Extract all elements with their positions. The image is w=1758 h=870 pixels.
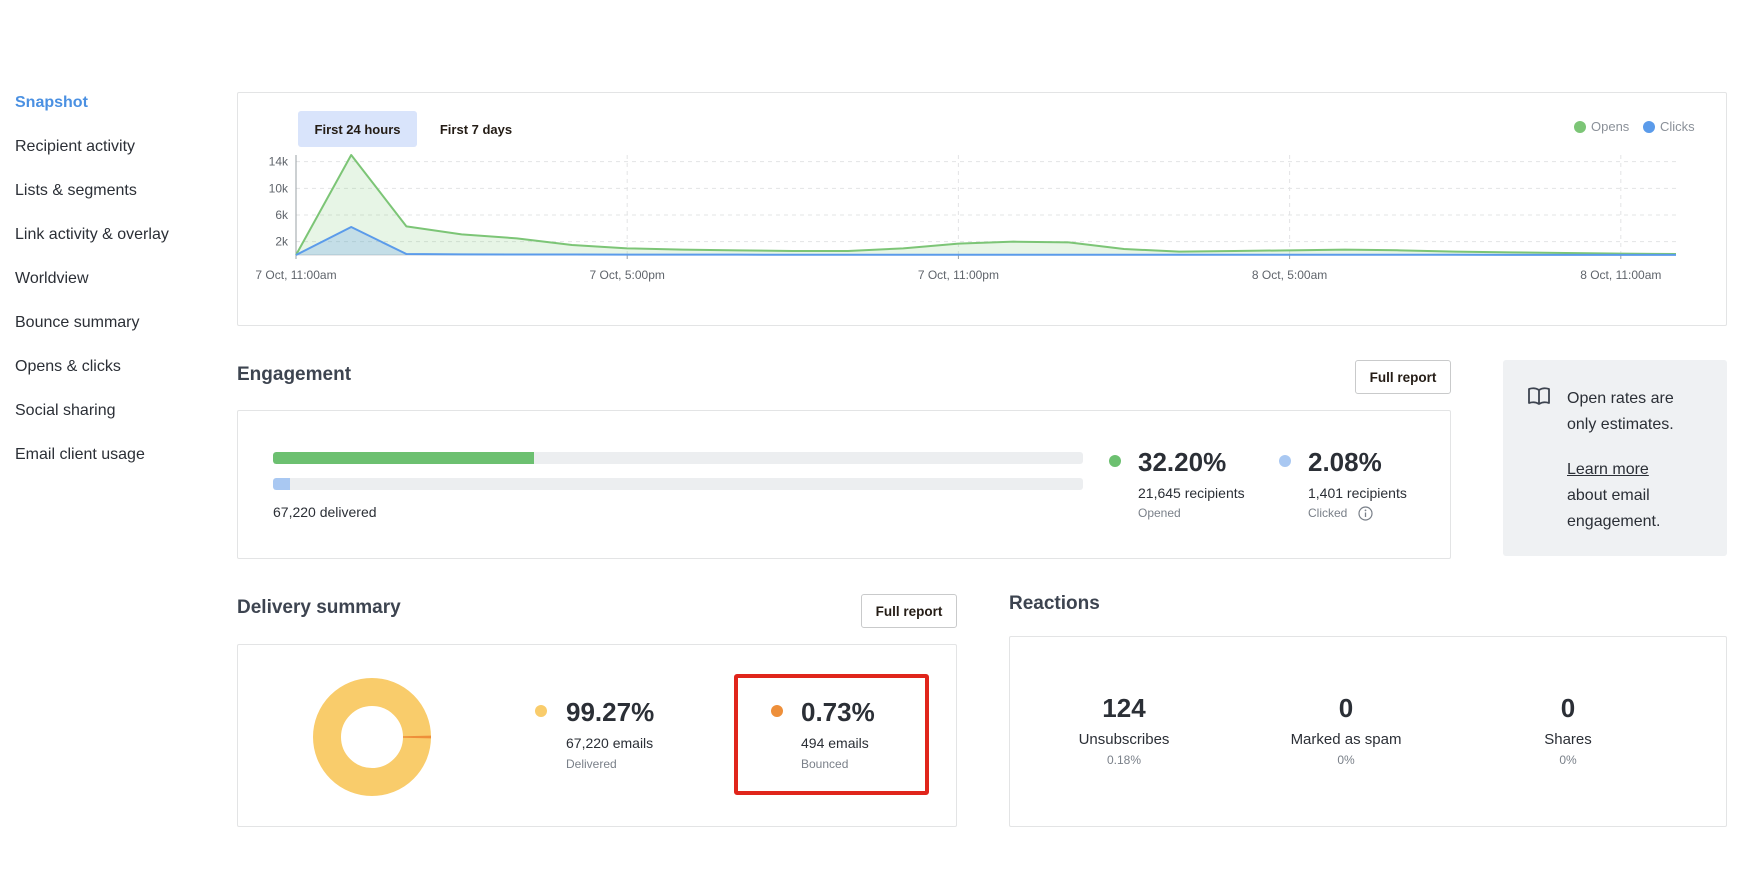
info-line-4: engagement. [1567,513,1661,530]
delivered-label: Delivered [566,757,617,771]
bounced-dot [771,705,783,717]
unsubscribes-percent: 0.18% [1106,753,1142,767]
opened-dot [1109,455,1121,467]
series-area-opens [296,155,1676,255]
bounced-percent[interactable]: 0.73% [801,697,875,727]
delivered-count-label: 67,220 delivered [273,504,377,520]
delivery-panel: 99.27% 67,220 emails Delivered 0.73% 494… [237,644,957,827]
y-tick-label: 14k [269,155,289,169]
info-line-2: only estimates. [1567,416,1674,433]
sidebar-item-bounce-summary[interactable]: Bounce summary [15,314,140,331]
shares-value: 0 [1560,693,1576,723]
delivered-dot [535,705,547,717]
sidebar-item-worldview[interactable]: Worldview [15,270,89,287]
info-circle-icon[interactable] [1358,506,1373,521]
chart-legend-clicks[interactable]: Clicks [1643,119,1695,134]
clicked-percent: 2.08% [1308,447,1382,477]
x-tick-label: 8 Oct, 5:00am [1252,268,1327,282]
y-tick-label: 2k [275,235,289,249]
opened-bar-track [273,452,1083,464]
open-rates-info-box: Open rates are only estimates. Learn mor… [1503,360,1727,556]
bounced-label: Bounced [801,757,849,771]
shares-percent: 0% [1559,753,1577,767]
clicked-recipients: 1,401 recipients [1308,485,1407,501]
sidebar-item-link-activity[interactable]: Link activity & overlay [15,226,169,243]
engagement-title: Engagement [237,364,352,385]
sidebar-item-lists-segments[interactable]: Lists & segments [15,182,137,199]
sidebar-item-opens-clicks[interactable]: Opens & clicks [15,358,121,375]
clicks-legend-dot [1643,120,1655,133]
opened-percent: 32.20% [1138,447,1227,477]
book-icon [1527,386,1551,406]
delivery-full-report-button[interactable]: Full report [861,594,957,628]
shares-label: Shares [1544,731,1592,748]
info-line-3: about email [1567,487,1650,504]
opens-legend-label: Opens [1591,119,1630,134]
sidebar-item-snapshot[interactable]: Snapshot [15,94,88,111]
unsubscribes-value: 124 [1102,693,1146,723]
delivery-donut-chart [313,678,431,796]
clicked-bar-track [273,478,1083,490]
sidebar-item-email-client-usage[interactable]: Email client usage [15,446,145,463]
series-line-clicks [295,226,1676,256]
spam-percent: 0% [1337,753,1355,767]
engagement-full-report-button[interactable]: Full report [1355,360,1451,394]
unsubscribes-label: Unsubscribes [1078,731,1170,748]
y-tick-label: 10k [269,181,289,195]
reactions-panel: 124 Unsubscribes 0.18% 0 Marked as spam … [1009,636,1727,827]
series-line-opens [295,154,1677,256]
engagement-panel: 67,220 delivered 32.20% 21,645 recipient… [237,410,1451,559]
y-tick-label: 6k [275,208,289,222]
clicked-bar-fill [273,478,290,490]
clicked-dot [1279,455,1291,467]
bounced-highlight-box [734,674,929,795]
opens-legend-dot [1574,120,1586,133]
tab-first-24-hours[interactable]: First 24 hours [298,111,417,147]
opened-recipients: 21,645 recipients [1138,485,1245,501]
x-tick-label: 7 Oct, 11:00pm [918,268,999,282]
x-tick-label: 7 Oct, 5:00pm [590,268,665,282]
spam-value: 0 [1338,693,1354,723]
spam-label: Marked as spam [1290,731,1402,748]
bounced-emails: 494 emails [801,735,869,751]
info-line-1: Open rates are [1567,390,1674,407]
clicks-legend-label: Clicks [1660,119,1695,134]
delivered-emails: 67,220 emails [566,735,654,751]
learn-more-link[interactable]: Learn more [1567,461,1649,478]
chart-legend-opens[interactable]: Opens [1574,119,1629,134]
x-tick-label: 7 Oct, 11:00am [255,268,336,282]
delivered-percent: 99.27% [566,697,655,727]
activity-chart-panel: First 24 hours First 7 days Opens Clicks… [237,92,1727,326]
opened-bar-fill [273,452,534,464]
reactions-title: Reactions [1009,593,1100,614]
x-tick-label: 8 Oct, 11:00am [1580,268,1661,282]
delivery-summary-title: Delivery summary [237,597,401,618]
opened-label: Opened [1138,506,1181,520]
sidebar-item-social-sharing[interactable]: Social sharing [15,402,116,419]
clicked-label: Clicked [1308,506,1348,520]
sidebar-item-recipient-activity[interactable]: Recipient activity [15,138,136,155]
tab-first-7-days[interactable]: First 7 days [439,121,513,137]
activity-chart: 14k 10k 6k 2k 7 Oct, 11:00am 7 Oct, 5:00pm 7 O… [255,154,1677,282]
